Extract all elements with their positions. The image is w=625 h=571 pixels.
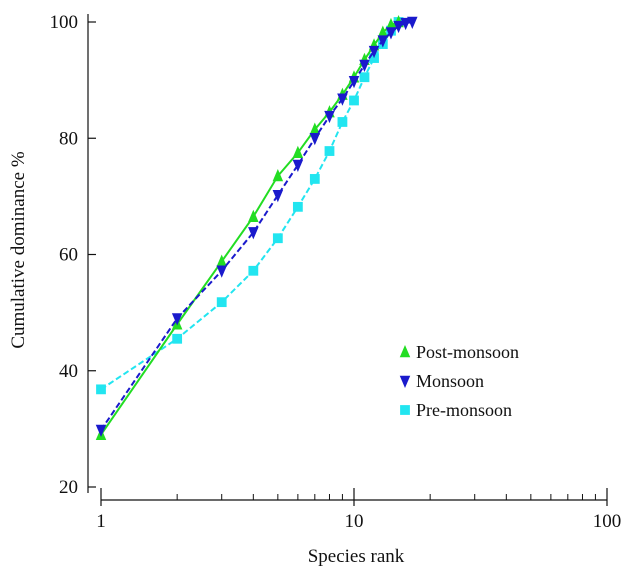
legend: Post-monsoon Monsoon Pre-monsoon	[399, 342, 519, 420]
data-point-monsoon	[337, 93, 348, 106]
legend-label: Monsoon	[416, 371, 484, 391]
data-point-post-monsoon	[216, 254, 227, 267]
legend-marker	[400, 405, 410, 415]
data-point-monsoon	[272, 189, 284, 203]
legend-label: Pre-monsoon	[416, 400, 512, 420]
y-axis-title: Cumulative dominance %	[8, 151, 29, 349]
data-point-post-monsoon	[377, 25, 389, 38]
data-point-pre-monsoon	[324, 146, 335, 156]
data-point-pre-monsoon	[292, 201, 303, 212]
data-point-monsoon	[324, 110, 335, 124]
data-point-monsoon	[407, 16, 418, 29]
series-monsoon	[95, 16, 418, 438]
data-point-monsoon	[348, 76, 360, 89]
x-axis-title: Species rank	[308, 546, 405, 567]
data-point-post-monsoon	[248, 209, 259, 222]
data-point-pre-monsoon	[349, 95, 359, 106]
x-tick-label: 10	[345, 511, 364, 532]
data-point-monsoon	[385, 27, 397, 40]
axes: 20 40 60 80 100 1 10 100	[50, 12, 622, 532]
data-point-pre-monsoon	[309, 174, 320, 184]
y-tick-label: 60	[59, 245, 78, 266]
y-tick-label: 100	[50, 12, 79, 33]
data-point-monsoon	[216, 265, 227, 278]
data-point-monsoon	[292, 159, 304, 172]
y-tick-label: 80	[59, 128, 78, 149]
data-point-monsoon	[368, 45, 380, 59]
data-point-pre-monsoon	[216, 297, 227, 308]
data-point-pre-monsoon	[359, 72, 370, 83]
data-point-pre-monsoon	[96, 384, 106, 395]
data-point-pre-monsoon	[248, 265, 259, 276]
y-tick-label: 40	[59, 361, 78, 382]
legend-label: Post-monsoon	[416, 342, 519, 362]
data-point-monsoon	[377, 35, 389, 48]
data-point-monsoon	[400, 17, 411, 31]
data-point-pre-monsoon	[272, 233, 283, 244]
x-tick-label: 100	[593, 511, 622, 532]
data-point-monsoon	[309, 133, 321, 146]
series-layer	[95, 15, 418, 440]
series-line-monsoon	[100, 21, 413, 431]
data-point-monsoon	[393, 20, 404, 34]
data-point-pre-monsoon	[172, 333, 183, 344]
data-point-post-monsoon	[309, 122, 321, 135]
data-point-pre-monsoon	[337, 117, 348, 127]
data-point-monsoon	[359, 59, 370, 73]
y-tick-label: 20	[59, 477, 78, 498]
data-point-monsoon	[248, 227, 259, 240]
data-point-post-monsoon	[292, 145, 304, 159]
legend-marker	[399, 375, 411, 388]
data-point-monsoon	[95, 424, 107, 438]
data-point-post-monsoon	[272, 169, 284, 182]
data-point-monsoon	[171, 313, 183, 326]
x-tick-label: 1	[96, 511, 106, 532]
legend-marker	[399, 345, 411, 358]
series-pre-monsoon	[96, 17, 404, 395]
